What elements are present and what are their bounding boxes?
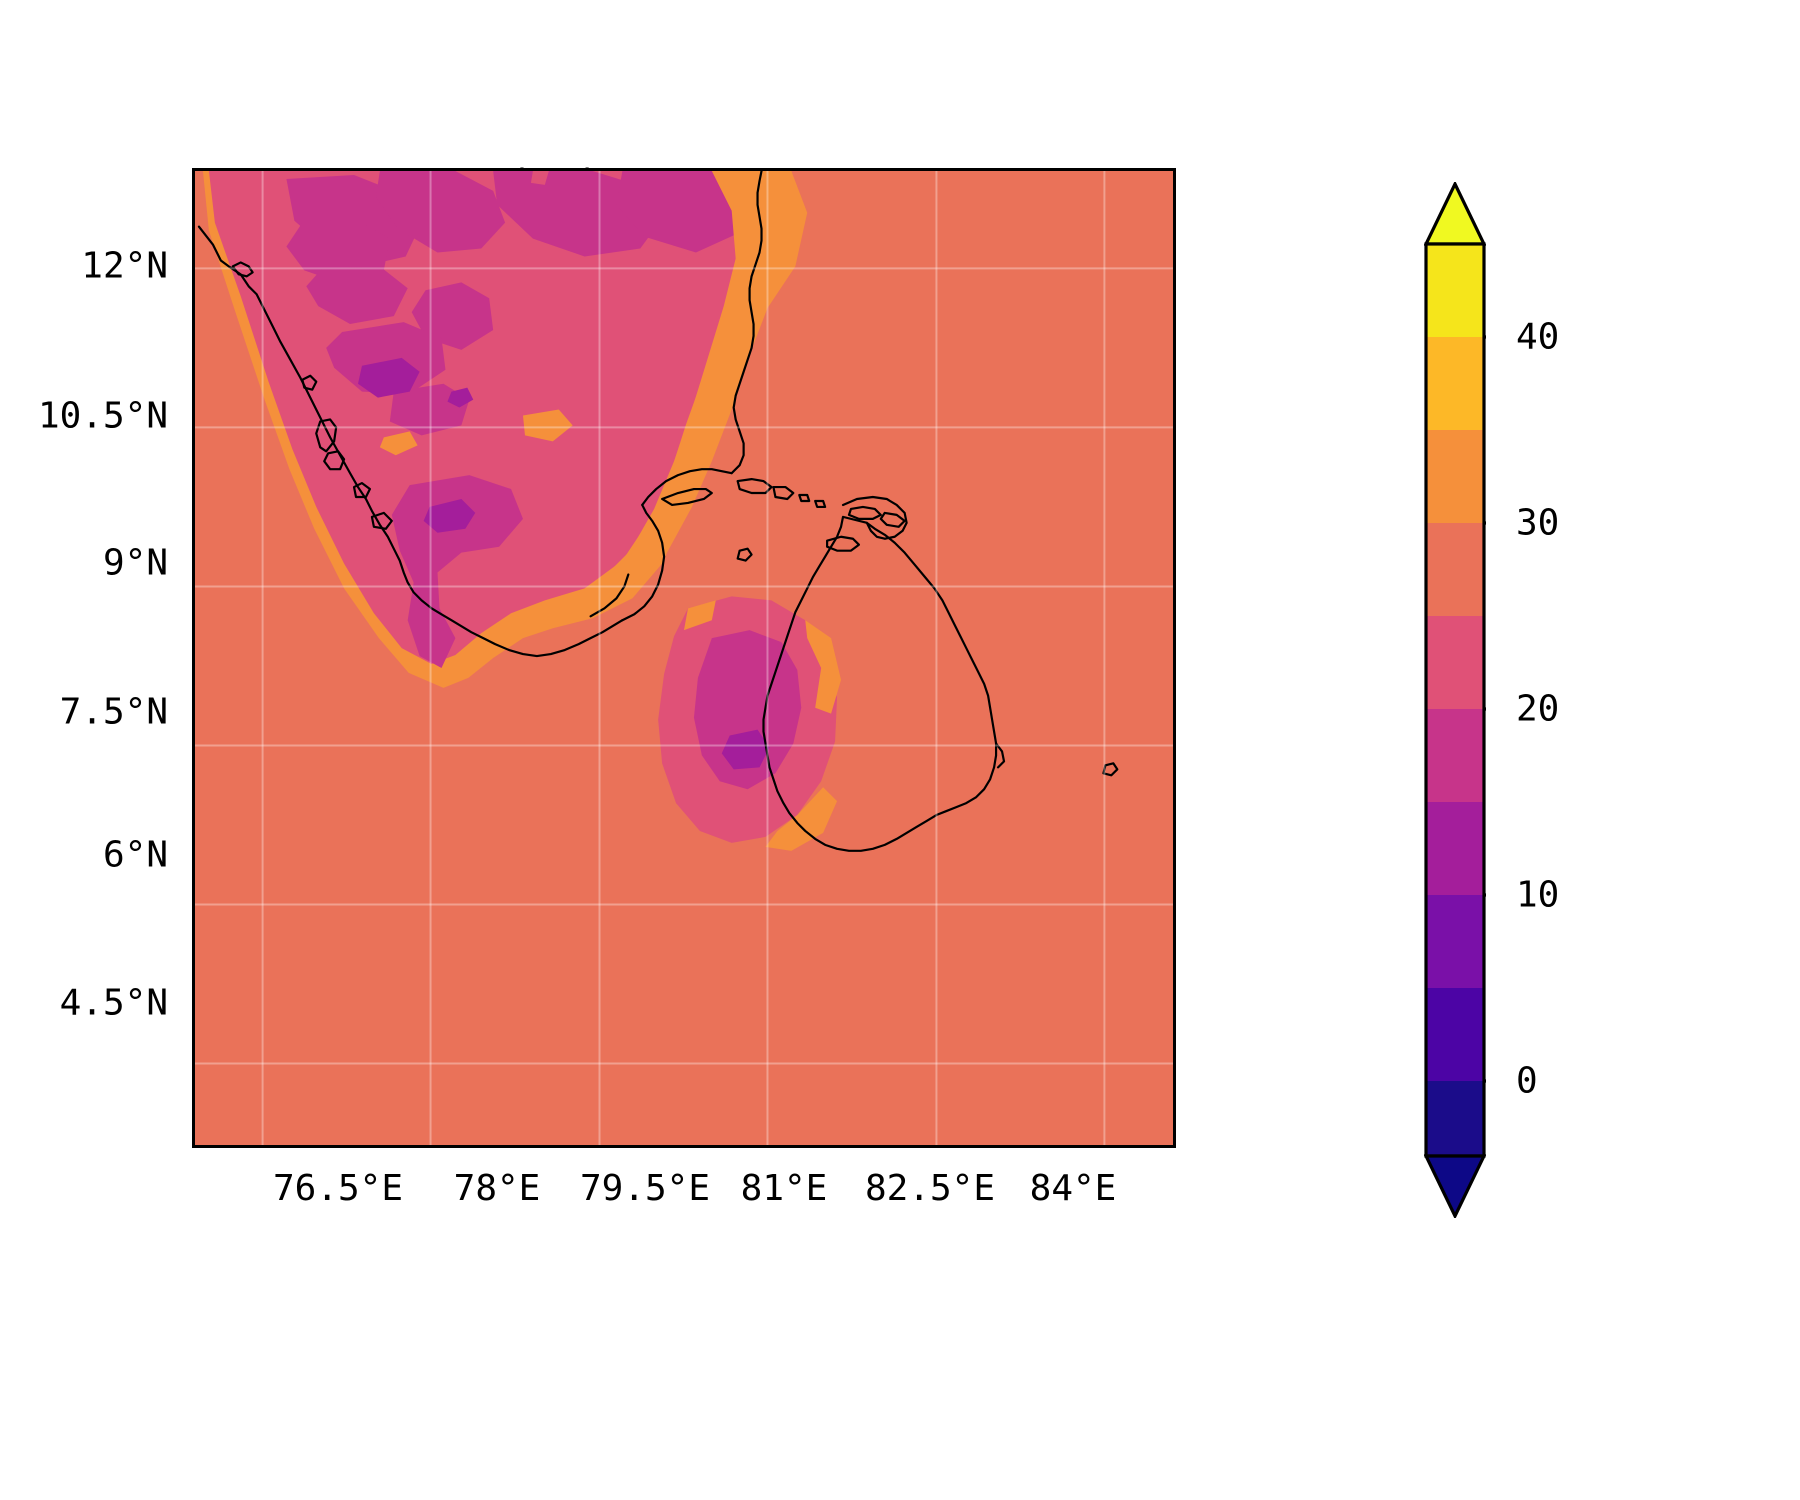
map-gridlines xyxy=(195,171,1173,1145)
xtick-label-84e: 84°E xyxy=(1029,1168,1117,1209)
coastline-overlay xyxy=(197,171,1119,852)
ytick-label-9n: 9°N xyxy=(102,542,168,584)
colorbar-extend-top xyxy=(1424,182,1486,246)
colorbar-tick-label-30: 30 xyxy=(1516,502,1560,544)
colorbar-tick-label-10: 10 xyxy=(1516,874,1560,916)
colorbar-tick-label-40: 40 xyxy=(1516,316,1560,358)
xtick-label-82-5e: 82.5°E xyxy=(864,1168,996,1209)
temperature-contour-field xyxy=(195,171,1173,1145)
xtick-label-76-5e: 76.5°E xyxy=(272,1168,404,1209)
colorbar-bands xyxy=(1426,244,1484,1156)
ytick-label-10-5n: 10.5°N xyxy=(37,395,168,437)
ytick-label-12n: 12°N xyxy=(81,245,168,287)
ytick-label-7-5n: 7.5°N xyxy=(59,691,168,733)
colorbar-extend-bottom xyxy=(1424,1154,1486,1218)
xtick-label-79-5e: 79.5°E xyxy=(579,1168,711,1209)
ytick-label-4-5n: 4.5°N xyxy=(59,982,168,1024)
xtick-label-81e: 81°E xyxy=(740,1168,828,1209)
xtick-label-78e: 78°E xyxy=(453,1168,541,1209)
colorbar[interactable] xyxy=(1424,182,1486,1218)
colorbar-tick-label-0: 0 xyxy=(1516,1060,1538,1102)
map-plot-area[interactable] xyxy=(192,168,1176,1148)
ytick-label-6n: 6°N xyxy=(102,834,168,876)
colorbar-tick-label-20: 20 xyxy=(1516,688,1560,730)
